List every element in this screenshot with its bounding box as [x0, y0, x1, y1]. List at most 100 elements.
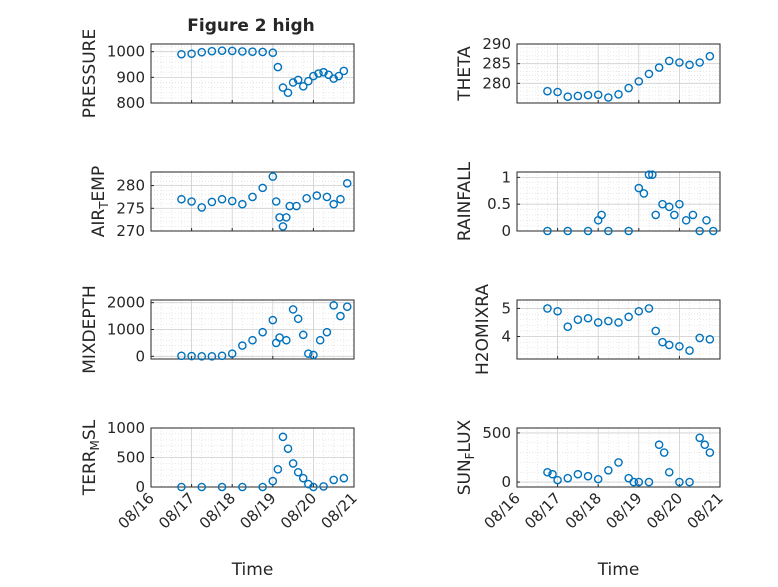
- data-point: [624, 226, 633, 236]
- data-point: [288, 459, 298, 468]
- data-point: [258, 183, 267, 193]
- y-tick-label: 270: [116, 222, 145, 240]
- y-tick-label: 0: [135, 347, 145, 365]
- data-point: [315, 335, 325, 345]
- data-point: [664, 202, 674, 212]
- data-point: [282, 213, 291, 222]
- series-points: [177, 301, 352, 361]
- data-point: [197, 203, 207, 212]
- y-tick-label: 1000: [107, 321, 145, 339]
- data-point: [197, 47, 207, 57]
- y-tick-label: 0: [135, 478, 145, 496]
- data-point: [217, 194, 227, 204]
- y-axis-label-subscript: F: [463, 452, 477, 459]
- data-point: [664, 56, 674, 66]
- y-tick-label: 285: [482, 55, 511, 73]
- y-axis-label-subscript: T: [97, 201, 111, 210]
- data-point: [644, 170, 654, 179]
- data-point: [227, 46, 237, 56]
- data-point: [304, 76, 313, 86]
- data-point: [651, 210, 661, 220]
- y-axis-label-text: MIXDEPTH: [80, 285, 100, 374]
- data-point: [304, 349, 313, 358]
- data-point: [708, 226, 718, 236]
- data-point: [702, 215, 711, 225]
- data-point: [648, 170, 657, 179]
- subplot-7: 05001000TERRMSL08/1608/1708/1808/1908/20…: [80, 419, 361, 580]
- data-point: [238, 47, 247, 56]
- data-point: [705, 51, 715, 61]
- data-point: [688, 210, 698, 220]
- x-axis-label: Time: [231, 560, 274, 580]
- data-point: [563, 473, 573, 483]
- subplot-1: 800 900 1000 PRESSURE: [80, 29, 355, 118]
- data-point: [604, 316, 613, 326]
- data-point: [197, 352, 207, 361]
- plot-area: [517, 300, 720, 359]
- series-points: [543, 51, 715, 102]
- data-point: [339, 66, 349, 76]
- data-point: [685, 346, 694, 355]
- y-tick-label: 1: [501, 168, 511, 186]
- subplot-3: 270 275 280 AIRTEMP: [89, 166, 355, 240]
- axes-box: [150, 43, 355, 104]
- y-axis-label-text: SUN: [455, 459, 475, 495]
- data-point: [177, 194, 186, 204]
- data-point: [329, 74, 339, 83]
- y-tick-label: 280: [116, 177, 145, 195]
- y-tick-label: 500: [116, 449, 145, 467]
- data-point: [177, 49, 186, 59]
- data-point: [675, 477, 684, 487]
- data-point: [644, 69, 654, 79]
- y-tick-label: 0.5: [487, 195, 511, 213]
- data-point: [322, 192, 332, 202]
- data-point: [288, 78, 298, 87]
- data-point: [583, 313, 593, 323]
- data-point: [614, 90, 623, 99]
- data-point: [685, 477, 694, 487]
- data-point: [563, 322, 573, 331]
- data-point: [705, 448, 715, 457]
- y-axis-label: SUNFLUX: [455, 419, 477, 495]
- y-axis-label-text: THETA: [455, 46, 475, 102]
- data-point: [298, 473, 308, 483]
- y-axis-label-text: PRESSURE: [80, 29, 100, 118]
- y-tick-label: 2000: [107, 294, 145, 312]
- data-point: [187, 197, 196, 206]
- data-point: [543, 304, 552, 313]
- axes-box: [516, 299, 721, 360]
- data-point: [553, 87, 562, 97]
- y-axis-label: H2OMIXRA: [473, 284, 493, 375]
- y-tick-label: 0: [501, 222, 511, 240]
- axes-box: [516, 427, 721, 488]
- data-point: [700, 440, 710, 450]
- data-point: [634, 477, 644, 487]
- subplot-6: 4 5 H2OMIXRA: [473, 284, 721, 375]
- data-point: [563, 226, 573, 236]
- y-tick-label: 4: [501, 328, 511, 346]
- data-point: [292, 201, 301, 211]
- data-point: [705, 335, 715, 344]
- data-point: [293, 467, 303, 477]
- data-point: [336, 311, 345, 321]
- data-point: [207, 46, 217, 56]
- subplot-4: 0 0.5 1 RAINFALL: [455, 161, 721, 241]
- data-point: [695, 433, 705, 443]
- data-point: [604, 226, 613, 236]
- data-point: [227, 196, 237, 206]
- data-point: [629, 477, 639, 487]
- x-axis-label: Time: [597, 560, 640, 580]
- data-point: [258, 327, 267, 337]
- data-point: [597, 210, 606, 220]
- data-point: [644, 304, 654, 313]
- series-points: [543, 170, 718, 236]
- data-point: [543, 226, 552, 236]
- data-point: [593, 474, 603, 484]
- data-point: [624, 312, 633, 322]
- data-point: [583, 90, 593, 100]
- y-tick-label: 1000: [107, 43, 145, 61]
- data-point: [593, 90, 603, 100]
- y-tick-label: 500: [482, 424, 511, 442]
- data-point: [309, 71, 318, 81]
